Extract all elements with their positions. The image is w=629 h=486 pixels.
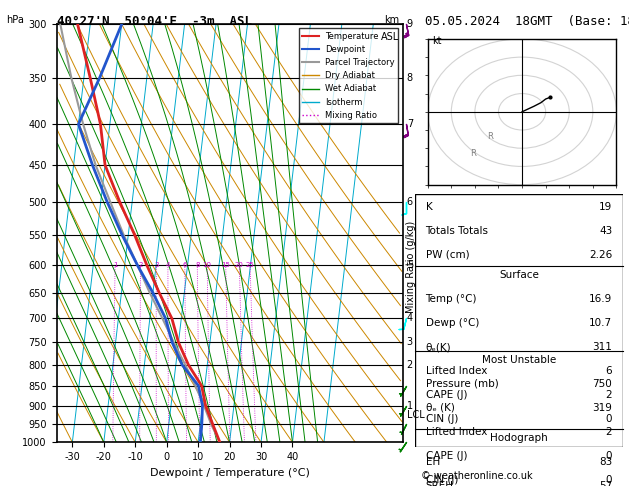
Text: 2.26: 2.26 xyxy=(589,250,613,260)
Text: 7: 7 xyxy=(407,119,413,129)
Text: hPa: hPa xyxy=(6,15,24,25)
Text: K: K xyxy=(426,202,432,212)
Text: 2: 2 xyxy=(407,360,413,370)
Text: R: R xyxy=(470,149,476,157)
Text: EH: EH xyxy=(426,457,440,467)
Text: ASL: ASL xyxy=(381,32,399,42)
Text: 05.05.2024  18GMT  (Base: 18): 05.05.2024 18GMT (Base: 18) xyxy=(425,15,629,28)
Text: 4: 4 xyxy=(407,313,413,324)
Text: Mixing Ratio (g/kg): Mixing Ratio (g/kg) xyxy=(406,221,416,313)
Text: CAPE (J): CAPE (J) xyxy=(426,390,467,400)
Text: CIN (J): CIN (J) xyxy=(426,475,458,485)
Text: 83: 83 xyxy=(599,457,613,467)
Text: Lifted Index: Lifted Index xyxy=(426,427,487,437)
Text: R: R xyxy=(487,132,493,141)
Text: Pressure (mb): Pressure (mb) xyxy=(426,379,498,389)
Text: PW (cm): PW (cm) xyxy=(426,250,469,260)
Text: 3: 3 xyxy=(407,337,413,347)
Text: 2: 2 xyxy=(606,427,613,437)
Text: 4: 4 xyxy=(165,262,170,268)
Text: LCL: LCL xyxy=(407,410,425,420)
Text: 319: 319 xyxy=(593,403,613,413)
Text: 19: 19 xyxy=(599,202,613,212)
Text: 16.9: 16.9 xyxy=(589,294,613,304)
Text: 6: 6 xyxy=(407,197,413,207)
Text: 6: 6 xyxy=(182,262,187,268)
Text: 0: 0 xyxy=(606,475,613,485)
Text: 0: 0 xyxy=(606,414,613,424)
Text: θₑ (K): θₑ (K) xyxy=(426,403,454,413)
Text: CAPE (J): CAPE (J) xyxy=(426,451,467,461)
Text: CIN (J): CIN (J) xyxy=(426,414,458,424)
Text: km: km xyxy=(384,15,399,25)
Text: 1: 1 xyxy=(113,262,118,268)
Text: 10: 10 xyxy=(203,262,212,268)
Text: 2: 2 xyxy=(606,390,613,400)
Text: 3: 3 xyxy=(154,262,159,268)
Legend: Temperature, Dewpoint, Parcel Trajectory, Dry Adiabat, Wet Adiabat, Isotherm, Mi: Temperature, Dewpoint, Parcel Trajectory… xyxy=(299,29,398,123)
Text: 10.7: 10.7 xyxy=(589,318,613,328)
Text: 0: 0 xyxy=(606,451,613,461)
Text: 750: 750 xyxy=(593,379,613,389)
X-axis label: Dewpoint / Temperature (°C): Dewpoint / Temperature (°C) xyxy=(150,468,309,478)
Text: 40°27'N  50°04'E  -3m  ASL: 40°27'N 50°04'E -3m ASL xyxy=(57,15,252,28)
Text: © weatheronline.co.uk: © weatheronline.co.uk xyxy=(421,471,533,481)
Text: Totals Totals: Totals Totals xyxy=(426,226,489,236)
Text: 8: 8 xyxy=(195,262,199,268)
Text: 43: 43 xyxy=(599,226,613,236)
Text: Surface: Surface xyxy=(499,270,539,280)
Text: 25: 25 xyxy=(246,262,255,268)
Text: 20: 20 xyxy=(235,262,244,268)
Text: Hodograph: Hodograph xyxy=(490,433,548,443)
Text: SREH: SREH xyxy=(426,481,454,486)
Text: 5: 5 xyxy=(407,260,413,270)
Text: 15: 15 xyxy=(221,262,230,268)
Text: 1: 1 xyxy=(407,400,413,411)
Text: 311: 311 xyxy=(593,342,613,352)
Text: θₑ(K): θₑ(K) xyxy=(426,342,451,352)
Text: Most Unstable: Most Unstable xyxy=(482,355,556,365)
Text: 2: 2 xyxy=(138,262,143,268)
Text: 6: 6 xyxy=(606,366,613,376)
Text: kt: kt xyxy=(433,36,442,46)
Text: 57: 57 xyxy=(599,481,613,486)
Text: Temp (°C): Temp (°C) xyxy=(426,294,477,304)
Text: Dewp (°C): Dewp (°C) xyxy=(426,318,479,328)
Text: Lifted Index: Lifted Index xyxy=(426,366,487,376)
Text: 9: 9 xyxy=(407,19,413,29)
Text: 8: 8 xyxy=(407,73,413,83)
